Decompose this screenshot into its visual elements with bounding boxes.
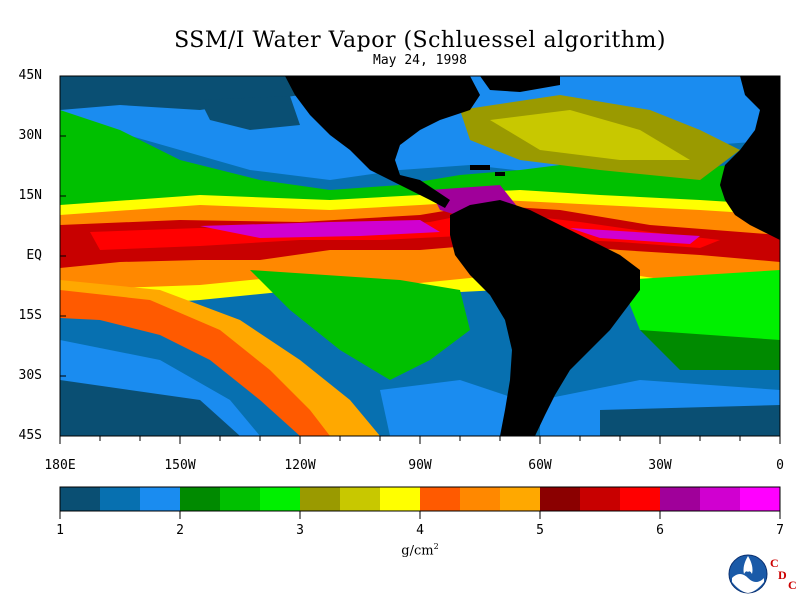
lon-label: 30W xyxy=(648,458,672,473)
colorbar-tick-label: 5 xyxy=(536,523,544,538)
lat-label: 15N xyxy=(18,188,42,203)
map-date: May 24, 1998 xyxy=(373,53,467,68)
lat-label: 30N xyxy=(18,128,42,143)
cdc-mark: C D C xyxy=(770,556,797,592)
colorbar-tick-label: 1 xyxy=(56,523,64,538)
greenland xyxy=(480,76,560,92)
lon-label: 90W xyxy=(408,458,432,473)
map-title: SSM/I Water Vapor (Schluessel algorithm) xyxy=(174,28,666,53)
north-america xyxy=(285,76,480,208)
lon-label: 60W xyxy=(528,458,552,473)
cuba xyxy=(470,165,490,170)
colorbar-tick-label: 7 xyxy=(776,523,784,538)
hispaniola xyxy=(495,172,505,176)
south-america xyxy=(450,200,640,436)
lon-label: 120W xyxy=(284,458,316,473)
lat-label: 45S xyxy=(18,428,42,443)
units-label: g/cm2 xyxy=(401,542,439,559)
lat-label: EQ xyxy=(26,248,42,263)
colorbar-tick-label: 6 xyxy=(656,523,664,538)
land-masses xyxy=(285,76,780,436)
lat-label: 45N xyxy=(18,68,42,83)
colorbar-tick-label: 4 xyxy=(416,523,424,538)
noaa-logo xyxy=(728,554,768,594)
colorbar-tick-label: 3 xyxy=(296,523,304,538)
lat-label: 30S xyxy=(18,368,42,383)
lon-label: 0 xyxy=(776,458,784,473)
lat-label: 15S xyxy=(18,308,42,323)
africa-europe xyxy=(720,76,780,240)
longitude-ticks xyxy=(59,436,781,444)
lon-label: 180E xyxy=(44,458,76,473)
latitude-ticks xyxy=(60,75,66,437)
colorbar-tick-label: 2 xyxy=(176,523,184,538)
lon-label: 150W xyxy=(164,458,196,473)
